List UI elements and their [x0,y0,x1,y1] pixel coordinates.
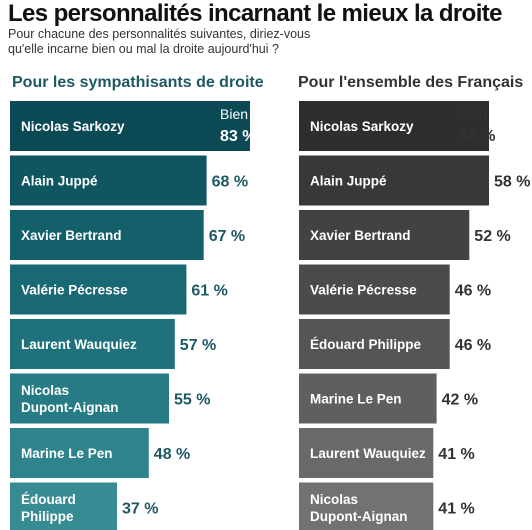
right-value-header: Bien [459,106,487,122]
left-value-label-4: 57 % [180,337,216,354]
right-bar-label-7-1: Dupont-Aignan [310,509,407,524]
right-bar-2 [299,210,470,260]
chart-title: Les personnalités incarnant le mieux la … [8,0,503,27]
right-bar-label-1: Alain Juppé [310,174,387,189]
left-panel-title: Pour les sympathisants de droite [12,74,264,91]
right-value-label-2: 52 % [474,228,510,245]
left-value-label-3: 61 % [191,283,227,300]
left-value-label-5: 55 % [174,392,210,409]
left-bar-label-7-0: Édouard [21,492,76,507]
left-value-label-6: 48 % [154,446,190,463]
right-value-label-0: 58 % [459,128,495,145]
left-bar-7 [10,482,117,530]
right-value-label-6: 41 % [438,446,474,463]
subtitle-line-2: qu'elle incarne bien ou mal la droite au… [8,42,279,56]
left-bar-label-1: Alain Juppé [21,174,98,189]
right-bar-label-6: Laurent Wauquiez [310,446,426,461]
left-bar-label-0: Nicolas Sarkozy [21,119,125,134]
right-bar-4 [299,319,450,369]
right-value-label-1: 58 % [494,174,530,191]
left-bar-6 [10,428,149,478]
left-bar-label-6: Marine Le Pen [21,446,113,461]
left-bar-label-3: Valérie Pécresse [21,283,128,298]
left-value-label-2: 67 % [209,228,245,245]
right-bar-6 [299,428,434,478]
subtitle-line-1: Pour chacune des personnalités suivantes… [8,27,311,41]
right-bar-0 [299,101,489,151]
right-bar-5 [299,373,437,424]
left-value-label-7: 37 % [122,501,158,518]
left-bar-2 [10,210,204,260]
left-bar-label-4: Laurent Wauquiez [21,337,137,352]
left-bar-0 [10,101,250,151]
left-value-header: Bien [220,106,248,122]
left-bar-label-5-1: Dupont-Aignan [21,400,118,415]
right-bar-label-0: Nicolas Sarkozy [310,119,414,134]
right-value-label-4: 46 % [455,337,491,354]
right-bar-label-5: Marine Le Pen [310,392,402,407]
left-bar-label-5-0: Nicolas [21,383,69,398]
left-value-label-0: 83 % [220,128,256,145]
right-value-label-3: 46 % [455,283,491,300]
left-bar-label-2: Xavier Bertrand [21,228,122,243]
right-bar-label-4: Édouard Philippe [310,337,421,352]
right-bar-3 [299,264,450,315]
left-value-label-1: 68 % [212,174,248,191]
left-bar-label-7-1: Philippe [21,509,74,524]
left-bar-3 [10,264,187,315]
right-value-label-7: 41 % [438,501,474,518]
right-bar-label-3: Valérie Pécresse [310,283,417,298]
chart-subtitle: Pour chacune des personnalités suivantes… [8,27,310,57]
right-bar-label-7-0: Nicolas [310,492,358,507]
right-bar-1 [299,155,489,206]
left-bar-4 [10,319,175,369]
left-bar-1 [10,155,207,206]
right-bar-7 [299,482,434,530]
left-bar-5 [10,373,169,424]
right-bar-label-2: Xavier Bertrand [310,228,411,243]
right-panel-title: Pour l'ensemble des Français [298,74,524,91]
right-value-label-5: 42 % [442,392,478,409]
